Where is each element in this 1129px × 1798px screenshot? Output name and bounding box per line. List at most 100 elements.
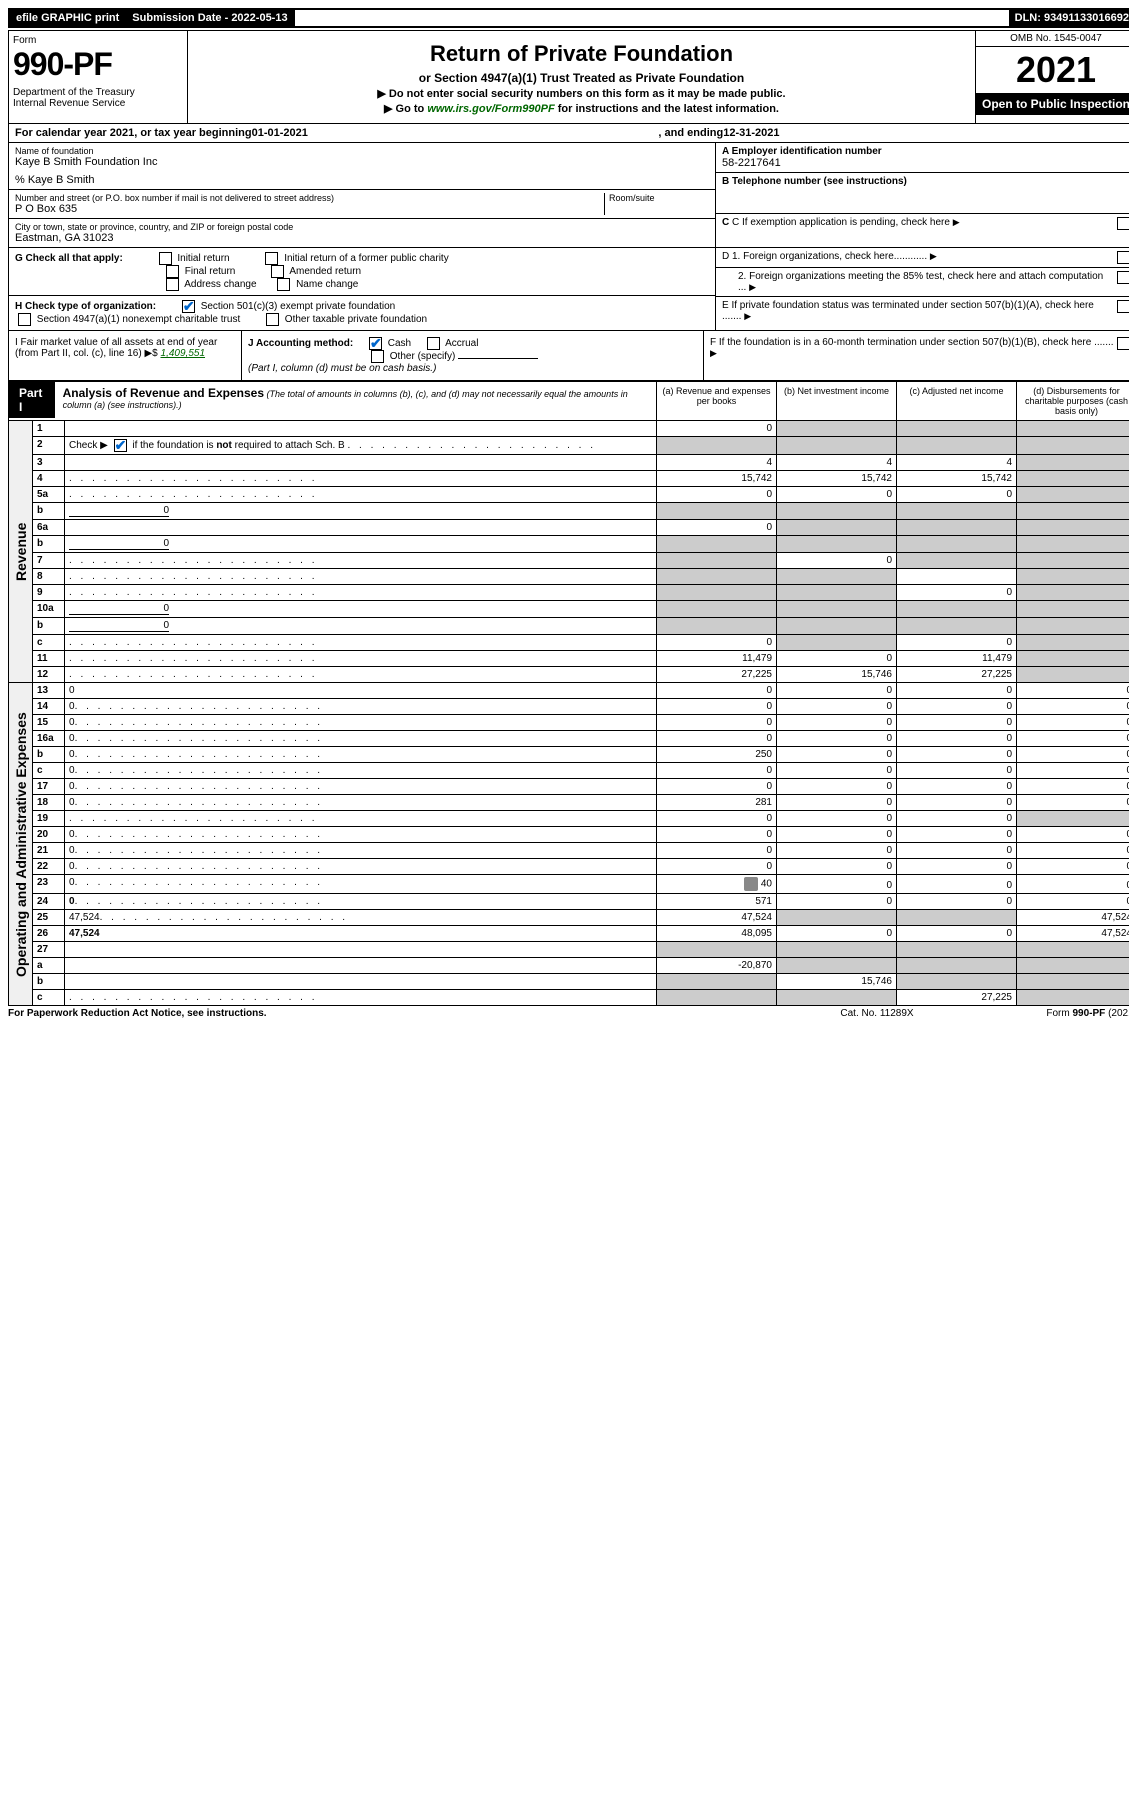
foundation-name: Kaye B Smith Foundation Inc: [15, 156, 709, 168]
g-final-checkbox[interactable]: [166, 265, 179, 278]
amount-cell: 0: [657, 731, 777, 747]
g-initial-checkbox[interactable]: [159, 252, 172, 265]
amount-cell: 0: [657, 520, 777, 536]
table-row: c00: [9, 635, 1129, 651]
j-accrual-checkbox[interactable]: [427, 337, 440, 350]
cal-end: 12-31-2021: [723, 127, 779, 139]
amount-cell: 0: [897, 699, 1017, 715]
h-other-checkbox[interactable]: [266, 313, 279, 326]
cal-middle: , and ending: [658, 127, 723, 139]
cal-prefix: For calendar year 2021, or tax year begi…: [15, 127, 252, 139]
table-row: 240571000: [9, 894, 1129, 910]
line-number: b: [33, 503, 65, 520]
d1-checkbox[interactable]: [1117, 251, 1129, 264]
table-row: a-20,870: [9, 958, 1129, 974]
amount-cell: 0: [777, 487, 897, 503]
amount-cell: [1017, 585, 1129, 601]
g-amended-checkbox[interactable]: [271, 265, 284, 278]
table-row: 10a0: [9, 601, 1129, 618]
i-value[interactable]: 1,409,551: [161, 348, 206, 359]
amount-cell: [897, 974, 1017, 990]
amount-cell: [777, 503, 897, 520]
c-checkbox[interactable]: [1117, 217, 1129, 230]
amount-cell: [897, 536, 1017, 553]
line-number: 22: [33, 859, 65, 875]
table-row: 1227,22515,74627,225: [9, 667, 1129, 683]
j-note: (Part I, column (d) must be on cash basi…: [248, 363, 436, 374]
g-name-checkbox[interactable]: [277, 278, 290, 291]
table-row: 2Check ▶ if the foundation is not requir…: [9, 437, 1129, 455]
line-description: 0: [65, 699, 657, 715]
top-bar: efile GRAPHIC print Submission Date - 20…: [8, 8, 1129, 28]
e-checkbox[interactable]: [1117, 300, 1129, 313]
cat-no: Cat. No. 11289X: [777, 1008, 977, 1019]
amount-cell: 11,479: [897, 651, 1017, 667]
form-header: Form 990-PF Department of the Treasury I…: [8, 30, 1129, 124]
amount-cell: [777, 585, 897, 601]
table-row: 6a0: [9, 520, 1129, 536]
ijf-row: I Fair market value of all assets at end…: [8, 331, 1129, 381]
line-description: 0: [65, 601, 657, 618]
checks-block: G Check all that apply: Initial return I…: [8, 248, 1129, 331]
amount-cell: 15,746: [777, 974, 897, 990]
amount-cell: [1017, 487, 1129, 503]
c-label: C If exemption application is pending, c…: [732, 217, 950, 228]
col-d-header: (d) Disbursements for charitable purpose…: [1017, 382, 1129, 421]
table-row: 2547,52447,52447,524: [9, 910, 1129, 926]
name-label: Name of foundation: [15, 146, 709, 156]
g-opt-3: Amended return: [289, 266, 361, 277]
d1-row: D 1. Foreign organizations, check here..…: [716, 248, 1129, 268]
h-4947-checkbox[interactable]: [18, 313, 31, 326]
paperwork-notice: For Paperwork Reduction Act Notice, see …: [8, 1008, 777, 1019]
j-cash-checkbox[interactable]: [369, 337, 382, 350]
amount-cell: 15,746: [777, 667, 897, 683]
addr-cell: Number and street (or P.O. box number if…: [9, 190, 715, 219]
line-number: 25: [33, 910, 65, 926]
amount-cell: 47,524: [657, 910, 777, 926]
submission-date: Submission Date - 2022-05-13: [126, 10, 294, 26]
line-description: 0: [65, 536, 657, 553]
amount-cell: 0: [777, 859, 897, 875]
amount-cell: 0: [1017, 795, 1129, 811]
amount-cell: [657, 990, 777, 1006]
note2-link[interactable]: www.irs.gov/Form990PF: [427, 103, 554, 115]
amount-cell: 27,225: [657, 667, 777, 683]
line-description: 0: [65, 779, 657, 795]
amount-cell: [657, 553, 777, 569]
f-col: F If the foundation is in a 60-month ter…: [704, 331, 1129, 380]
amount-cell: 0: [897, 763, 1017, 779]
amount-cell: 0: [897, 843, 1017, 859]
j-opt-2: Other (specify): [390, 351, 456, 362]
line-number: 8: [33, 569, 65, 585]
table-row: 180281000: [9, 795, 1129, 811]
line-description: 0: [65, 875, 657, 894]
line-number: 10a: [33, 601, 65, 618]
amount-cell: [897, 553, 1017, 569]
g-address-checkbox[interactable]: [166, 278, 179, 291]
amount-cell: 0: [657, 843, 777, 859]
d2-checkbox[interactable]: [1117, 271, 1129, 284]
f-checkbox[interactable]: [1117, 337, 1129, 350]
line-number: 20: [33, 827, 65, 843]
table-row: b0: [9, 503, 1129, 520]
city-label: City or town, state or province, country…: [15, 222, 709, 232]
line-description: [65, 651, 657, 667]
schb-checkbox[interactable]: [114, 439, 127, 452]
g-initial-former-checkbox[interactable]: [265, 252, 278, 265]
table-row: Operating and Administrative Expenses130…: [9, 683, 1129, 699]
amount-cell: 281: [657, 795, 777, 811]
amount-cell: [777, 958, 897, 974]
amount-cell: 0: [897, 926, 1017, 942]
amount-cell: [777, 942, 897, 958]
footer-form: Form 990-PF (2021): [977, 1008, 1129, 1019]
amount-cell: [657, 585, 777, 601]
amount-cell: 0: [897, 795, 1017, 811]
amount-cell: 0: [897, 859, 1017, 875]
inline-value: 0: [69, 620, 169, 632]
j-other-checkbox[interactable]: [371, 350, 384, 363]
amount-cell: [1017, 958, 1129, 974]
h-501c3-checkbox[interactable]: [182, 300, 195, 313]
amount-cell: 40: [657, 875, 777, 894]
entity-left: Name of foundation Kaye B Smith Foundati…: [9, 143, 715, 247]
line-number: 7: [33, 553, 65, 569]
